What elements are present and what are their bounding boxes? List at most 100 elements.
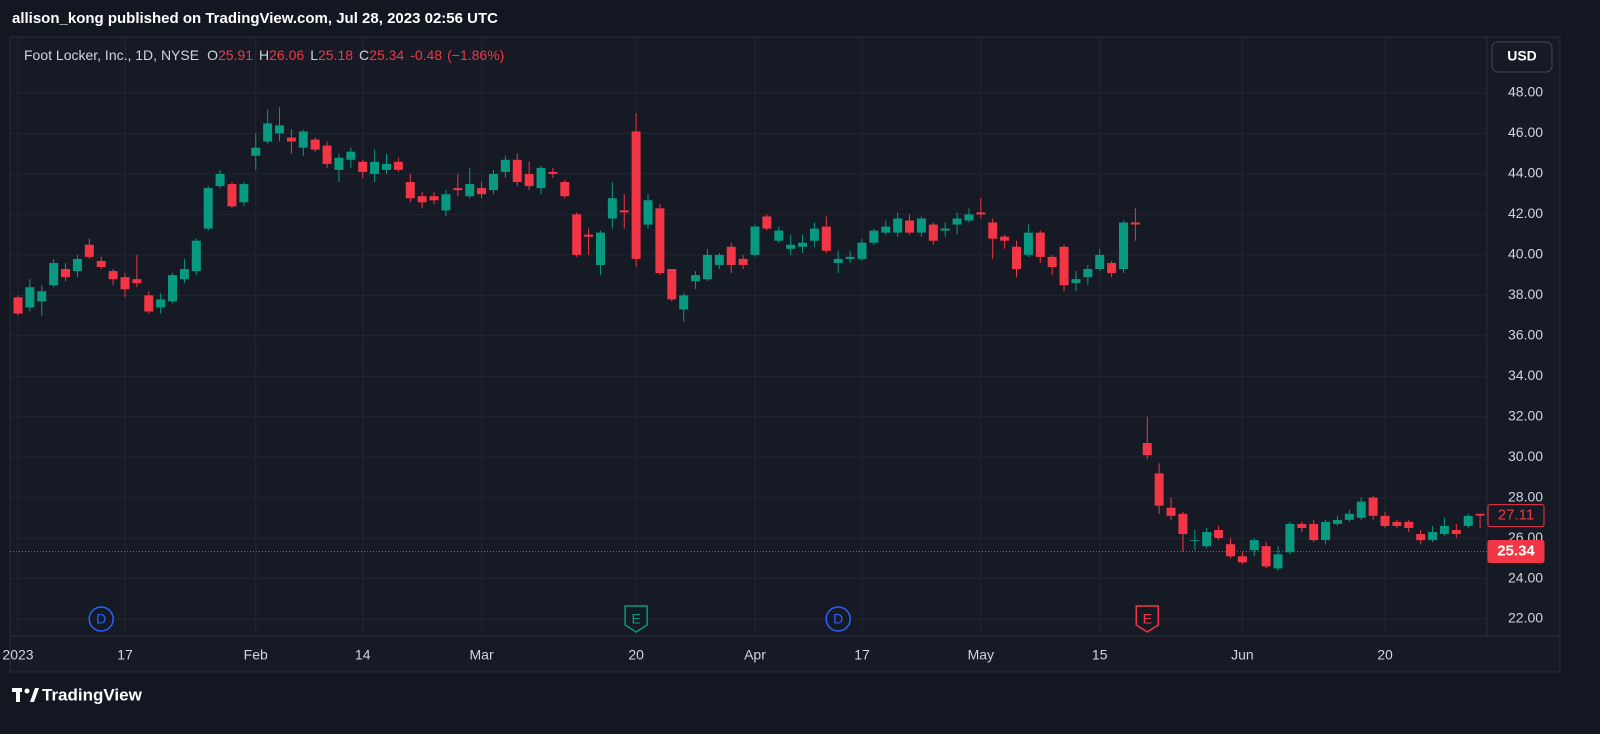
candle-body <box>916 218 926 233</box>
x-tick-label: Apr <box>744 647 766 663</box>
y-tick-label: 28.00 <box>1508 488 1543 504</box>
candle-body <box>762 216 772 229</box>
legend-title: Foot Locker, Inc., 1D, NYSE <box>24 47 199 63</box>
candle-body <box>1297 523 1307 528</box>
x-tick-label: 17 <box>854 647 870 663</box>
x-tick-label: 20 <box>628 647 644 663</box>
candle-body <box>1095 254 1105 270</box>
legend-value: 25.91 <box>218 47 253 63</box>
legend-key: H <box>259 47 269 63</box>
currency-button[interactable] <box>1491 41 1553 73</box>
candle-body <box>952 218 962 225</box>
candle-body <box>869 230 879 243</box>
chart-panel <box>9 36 1561 673</box>
candle-body <box>1404 521 1414 528</box>
candle-body <box>1368 497 1378 516</box>
candle-body <box>25 287 35 308</box>
candle-body <box>1273 554 1283 569</box>
candle-body <box>857 242 867 259</box>
y-tick-label: 24.00 <box>1508 569 1543 585</box>
candle-body <box>441 194 451 211</box>
candle-body <box>132 279 142 284</box>
candle-body <box>1047 256 1057 268</box>
candle-body <box>72 258 82 272</box>
candle-body <box>1154 473 1164 506</box>
candle-body <box>1428 532 1438 541</box>
tradingview-logo <box>12 688 39 702</box>
x-tick-label: 20 <box>1377 647 1393 663</box>
legend-key: L <box>310 47 318 63</box>
candle-body <box>976 212 986 215</box>
currency-label[interactable]: USD <box>1507 48 1537 64</box>
candle-body <box>1166 507 1176 516</box>
y-tick-label: 38.00 <box>1508 286 1543 302</box>
candle-body <box>631 131 641 259</box>
candle-body <box>84 244 94 257</box>
candle-body <box>488 173 498 191</box>
y-tick-label: 22.00 <box>1508 610 1543 626</box>
candle-body <box>429 196 439 201</box>
candle-body <box>239 184 249 203</box>
candle-body <box>1309 523 1319 541</box>
x-tick-label: 14 <box>355 647 371 663</box>
candle-body <box>1285 523 1295 553</box>
candle-body <box>1225 544 1235 557</box>
candle-body <box>203 188 213 229</box>
candle-body <box>702 254 712 280</box>
candle-body <box>465 184 475 197</box>
candle-body <box>524 173 534 187</box>
candle-body <box>1000 236 1010 241</box>
candle-body <box>370 161 380 174</box>
legend-value: 25.18 <box>318 47 353 63</box>
candle-body <box>584 234 594 237</box>
candle-body <box>619 210 629 213</box>
candle-body <box>120 277 130 290</box>
candle-body <box>1249 540 1259 551</box>
candle-body <box>1142 443 1152 456</box>
candle-body <box>168 275 178 302</box>
candle-body <box>334 157 344 170</box>
candle-body <box>1380 515 1390 526</box>
candle-body <box>405 182 415 199</box>
candle-body <box>1118 222 1128 270</box>
y-tick-label: 48.00 <box>1508 84 1543 100</box>
candle-body <box>1475 513 1485 516</box>
candle-body <box>643 200 653 225</box>
candle-body <box>1059 246 1069 286</box>
candle-body <box>156 299 166 308</box>
candle-body <box>845 256 855 259</box>
candle-body <box>560 182 570 197</box>
candle-body <box>61 269 71 278</box>
legend: Foot Locker, Inc., 1D, NYSE O25.91 H26.06 L… <box>24 47 504 63</box>
candle-body <box>809 228 819 241</box>
candle-body <box>346 151 356 160</box>
candle-body <box>322 145 332 164</box>
candle-body <box>905 220 915 233</box>
legend-change-percent: (−1.86%) <box>447 47 504 63</box>
y-tick-label: 32.00 <box>1508 407 1543 423</box>
candle-body <box>738 258 748 265</box>
publisher-text: allison_kong published on TradingView.co… <box>12 10 498 27</box>
candle-body <box>1083 269 1093 278</box>
candle-body <box>655 208 665 274</box>
candle-body <box>393 161 403 170</box>
y-tick-label: 40.00 <box>1508 246 1543 262</box>
event-marker <box>825 606 851 632</box>
candle-body <box>49 262 59 286</box>
candle-body <box>964 214 974 221</box>
candle-body <box>215 173 225 187</box>
x-tick-label: Feb <box>244 647 268 663</box>
candle-body <box>108 271 118 280</box>
candle-body <box>1439 525 1449 535</box>
candle-body <box>263 123 273 142</box>
candle-body <box>1190 540 1200 542</box>
candle-body <box>1463 515 1473 526</box>
candle-body <box>477 188 487 195</box>
candle-body <box>417 196 427 203</box>
price-label-box <box>1487 504 1545 528</box>
candle-body <box>1344 513 1354 520</box>
candle-body <box>1130 222 1140 225</box>
candle-body <box>988 222 998 239</box>
